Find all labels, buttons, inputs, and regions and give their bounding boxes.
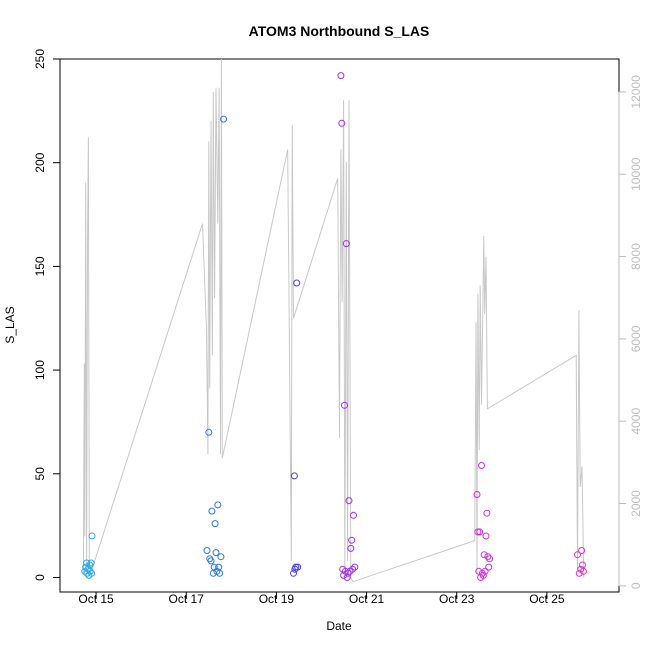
data-point: [578, 547, 586, 554]
y-left-tick-label: 250: [33, 49, 47, 69]
y-right-tick-label: 2000: [629, 490, 643, 517]
x-tick-label: Oct 19: [259, 592, 295, 606]
data-point: [481, 567, 489, 575]
data-point: [340, 571, 348, 579]
data-point: [486, 555, 494, 563]
data-point: [343, 574, 351, 581]
data-point: [351, 563, 359, 571]
data-point: [473, 491, 481, 498]
data-point: [293, 279, 301, 287]
x-axis-label: Date: [326, 619, 352, 633]
data-point: [203, 547, 211, 554]
data-point: [342, 240, 350, 248]
data-point: [484, 553, 492, 561]
x-tick-label: Oct 25: [529, 592, 565, 606]
data-point: [579, 567, 587, 575]
data-point: [208, 507, 216, 515]
y-left-tick-label: 150: [33, 256, 47, 276]
data-point: [479, 571, 487, 579]
data-point: [211, 520, 219, 528]
data-point: [87, 559, 95, 567]
data-point: [88, 569, 96, 577]
y-left-tick-label: 100: [33, 360, 47, 380]
y-right-tick-label: 10000: [629, 157, 643, 191]
data-point: [290, 569, 297, 577]
data-point: [205, 428, 213, 436]
data-point: [217, 553, 225, 561]
data-point: [214, 501, 222, 509]
data-point: [344, 569, 352, 577]
data-point: [294, 563, 302, 571]
y-right-tick-label: 6000: [629, 325, 643, 352]
data-point: [337, 72, 345, 80]
y-axis-left: 0 50 100 150 200 250: [33, 49, 61, 581]
data-point: [290, 472, 298, 480]
y-left-tick-label: 200: [33, 152, 47, 172]
data-point: [338, 119, 346, 127]
y-right-tick-label: 0: [629, 582, 643, 589]
y-left-tick-label: 0: [33, 574, 47, 581]
x-tick-label: Oct 23: [439, 592, 475, 606]
x-axis: Oct 15 Oct 17 Oct 19 Oct 21 Oct 23 Oct 25: [78, 591, 565, 606]
data-point: [480, 551, 488, 559]
data-point: [212, 549, 220, 557]
data-point: [220, 115, 228, 123]
x-tick-label: Oct 21: [349, 592, 385, 606]
data-point: [216, 569, 224, 577]
x-tick-label: Oct 15: [78, 592, 114, 606]
data-point: [207, 557, 215, 565]
data-point: [476, 528, 484, 536]
chart-title: ATOM3 Northbound S_LAS: [249, 23, 430, 39]
line-series: [82, 58, 585, 583]
data-point: [209, 569, 217, 577]
y-right-tick-label: 12000: [629, 75, 643, 109]
y-axis-right: 0 2000 4000 6000 8000 10000 12000: [618, 75, 643, 589]
y-left-tick-label: 50: [33, 467, 47, 481]
data-point: [349, 565, 357, 573]
line-path: [82, 58, 585, 583]
data-point: [574, 551, 581, 559]
data-point: [348, 536, 356, 544]
data-point: [350, 511, 357, 519]
data-point: [88, 532, 96, 540]
data-point: [86, 567, 94, 575]
plot-frame: [59, 58, 620, 593]
data-point: [341, 401, 348, 409]
y-axis-label: S_LAS: [3, 306, 17, 343]
y-right-tick-label: 8000: [629, 243, 643, 270]
data-point: [345, 497, 353, 505]
data-point: [485, 563, 493, 571]
data-point: [478, 462, 485, 469]
data-point: [482, 532, 490, 540]
data-point: [347, 544, 355, 552]
points-series: [81, 72, 587, 581]
data-point: [483, 509, 491, 517]
x-tick-label: Oct 17: [169, 592, 205, 606]
y-right-tick-label: 4000: [629, 408, 643, 435]
data-point: [575, 569, 583, 577]
